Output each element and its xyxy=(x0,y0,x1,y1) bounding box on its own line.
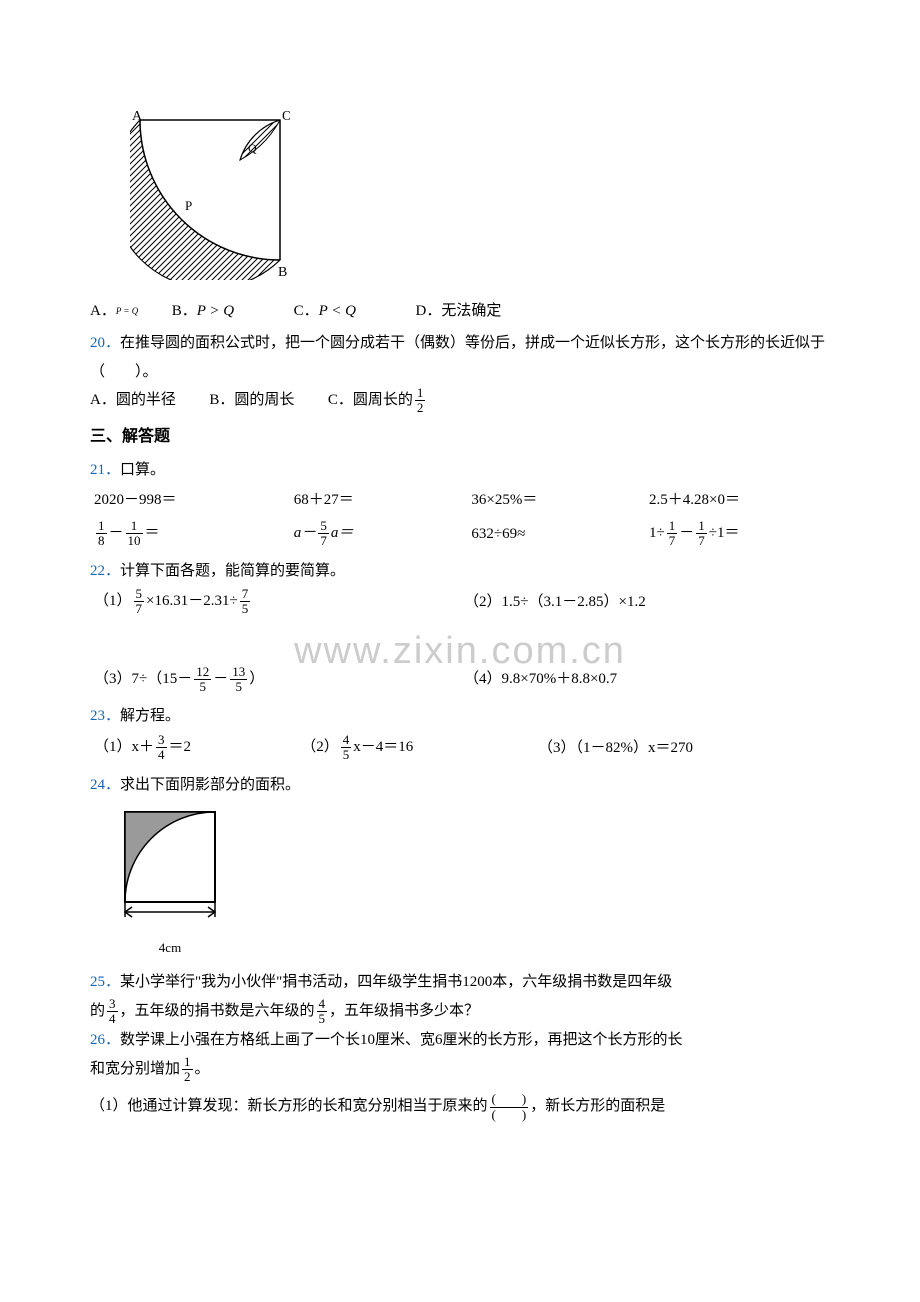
choice-D[interactable]: D．无法确定 xyxy=(416,303,502,319)
q25: 25．某小学举行"我为小伙伴"捐书活动，四年级学生捐书1200本，六年级捐书数是… xyxy=(90,968,830,997)
q26-num: 26． xyxy=(90,1032,120,1048)
q20-choice-B[interactable]: B．圆的周长 xyxy=(209,392,294,408)
choice-B[interactable]: B．P > Q xyxy=(172,303,234,319)
table-row: （3）7÷（15－125－135） （4）9.8×70%＋8.8×0.7 xyxy=(90,663,830,697)
table-row: 18－110＝ a－57a＝ 632÷69≈ 1÷17－17÷1＝ xyxy=(90,517,830,551)
q21-num: 21． xyxy=(90,462,120,478)
dimension-label: 4cm xyxy=(120,936,220,961)
q24-figure: 4cm xyxy=(120,807,830,960)
label-A: A xyxy=(132,110,143,124)
q22-grid-2: （3）7÷（15－125－135） （4）9.8×70%＋8.8×0.7 xyxy=(90,663,830,697)
q23-grid: （1）x＋34＝2 （2）45x－4＝16 （3）（1－82%）x＝270 xyxy=(90,731,830,765)
q26-sub1: （1）他通过计算发现：新长方形的长和宽分别相当于原来的( )( )，新长方形的面… xyxy=(90,1092,830,1122)
q23: 23．解方程。 xyxy=(90,702,830,731)
choice-C[interactable]: C．P < Q xyxy=(294,303,356,319)
q21: 21．口算。 xyxy=(90,456,830,485)
label-B: B xyxy=(278,265,287,280)
q20-choice-A[interactable]: A．圆的半径 xyxy=(90,392,176,408)
q21-grid: 2020－998＝ 68＋27＝ 36×25%＝ 2.5＋4.28×0＝ 18－… xyxy=(90,484,830,550)
q20-num: 20． xyxy=(90,335,120,351)
q24: 24．求出下面阴影部分的面积。 xyxy=(90,771,830,800)
label-P: P xyxy=(185,198,192,213)
choice-A[interactable]: A．P = Q xyxy=(90,303,138,319)
q26-line2: 和宽分别增加12。 xyxy=(90,1055,830,1085)
q26: 26．数学课上小强在方格纸上画了一个长10厘米、宽6厘米的长方形，再把这个长方形… xyxy=(90,1026,830,1055)
table-row: （1）57×16.31－2.31÷75 （2）1.5÷（3.1－2.85）×1.… xyxy=(90,585,830,619)
label-O: O xyxy=(282,110,290,124)
q20-choice-C[interactable]: C．圆周长的12 xyxy=(328,392,428,408)
q25-num: 25． xyxy=(90,974,120,990)
q22-grid: （1）57×16.31－2.31÷75 （2）1.5÷（3.1－2.85）×1.… xyxy=(90,585,830,619)
label-Q: Q xyxy=(248,141,257,155)
table-row: （1）x＋34＝2 （2）45x－4＝16 （3）（1－82%）x＝270 xyxy=(90,731,830,765)
geometry-figure: A O B P Q xyxy=(130,110,830,291)
section-3-header: 三、解答题 xyxy=(90,422,830,452)
q20-choices: A．圆的半径 B．圆的周长 C．圆周长的12 xyxy=(90,386,830,416)
q19-choices: A．P = Q B．P > Q C．P < Q D．无法确定 xyxy=(90,297,830,326)
q20: 20．在推导圆的面积公式时，把一个圆分成若干（偶数）等份后，拼成一个近似长方形，… xyxy=(90,329,830,386)
q22-num: 22． xyxy=(90,563,120,579)
q24-num: 24． xyxy=(90,777,120,793)
q23-num: 23． xyxy=(90,708,120,724)
q25-line2: 的34，五年级的捐书数是六年级的45，五年级捐书多少本？ xyxy=(90,997,830,1027)
q22: 22．计算下面各题，能简算的要简算。 xyxy=(90,557,830,586)
table-row: 2020－998＝ 68＋27＝ 36×25%＝ 2.5＋4.28×0＝ xyxy=(90,484,830,517)
